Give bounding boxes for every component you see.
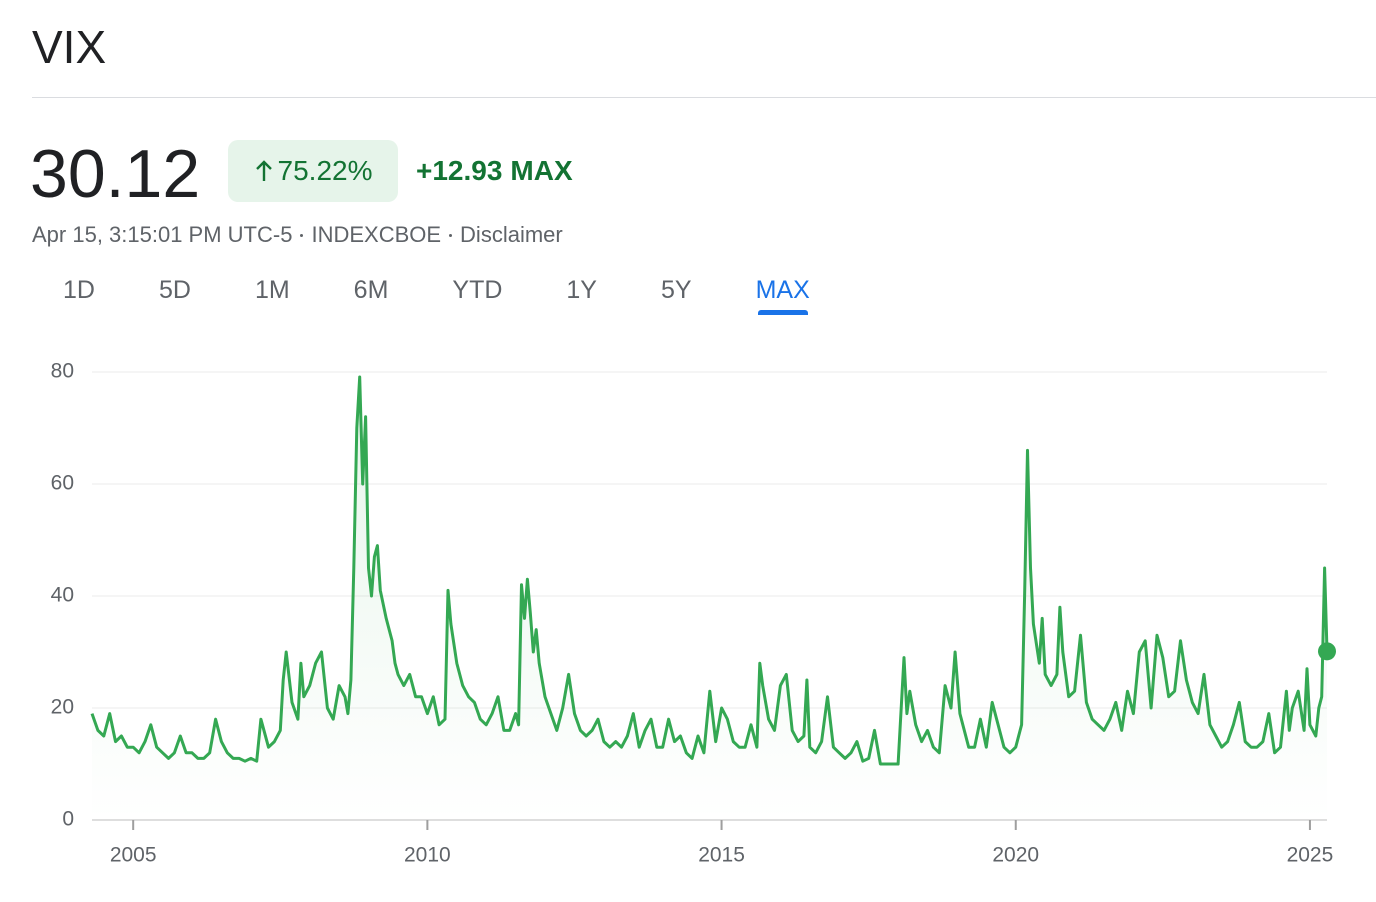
x-tick-label: 2010 <box>404 844 451 867</box>
separator <box>32 97 1376 98</box>
range-tab[interactable]: 1Y <box>566 276 597 304</box>
y-tick-label: 80 <box>51 360 74 383</box>
period: MAX <box>510 155 573 186</box>
last-point <box>1318 642 1336 661</box>
x-tick-label: 2015 <box>698 844 745 867</box>
y-tick-label: 0 <box>62 808 74 831</box>
y-tick-label: 40 <box>51 584 74 607</box>
exchange: INDEXCBOE <box>311 222 442 247</box>
y-tick-label: 20 <box>51 696 74 719</box>
x-tick-label: 2025 <box>1287 844 1334 867</box>
range-tab[interactable]: 1D <box>63 276 95 304</box>
area <box>92 377 1327 820</box>
x-tick-label: 2020 <box>992 844 1039 867</box>
dot <box>300 233 304 237</box>
range-tab[interactable]: 6M <box>353 276 389 304</box>
range-tabs: 1D 5D 1M 6M YTD 1Y 5Y MAX <box>63 274 810 315</box>
range-tab[interactable]: 5D <box>158 276 191 304</box>
up-arrow <box>255 160 272 181</box>
change-badge: 75.22% <box>228 140 398 202</box>
price: 30.12 <box>30 136 201 212</box>
dot <box>449 233 453 237</box>
change: +12.93 MAX <box>416 152 581 190</box>
line <box>90 375 1329 766</box>
x-tick-label: 2005 <box>110 844 157 867</box>
disclaimer-link[interactable]: Disclaimer <box>460 222 563 247</box>
chart: 0 20 40 60 80 2005 2010 2015 2020 2025 <box>51 360 1336 867</box>
y-tick-label: 60 <box>51 472 74 495</box>
change-percent: 75.22% <box>277 155 373 186</box>
range-tab[interactable]: 1M <box>254 276 290 304</box>
range-tab[interactable]: MAX <box>755 276 810 315</box>
range-tab[interactable]: YTD <box>452 276 503 304</box>
title: VIX <box>32 21 107 73</box>
range-tab[interactable]: 5Y <box>661 276 692 304</box>
change-value: +12.93 <box>416 155 503 186</box>
timestamp: Apr 15, 3:15:01 PM UTC-5 <box>32 222 293 247</box>
meta: Apr 15, 3:15:01 PM UTC-5 INDEXCBOE Discl… <box>32 221 563 249</box>
